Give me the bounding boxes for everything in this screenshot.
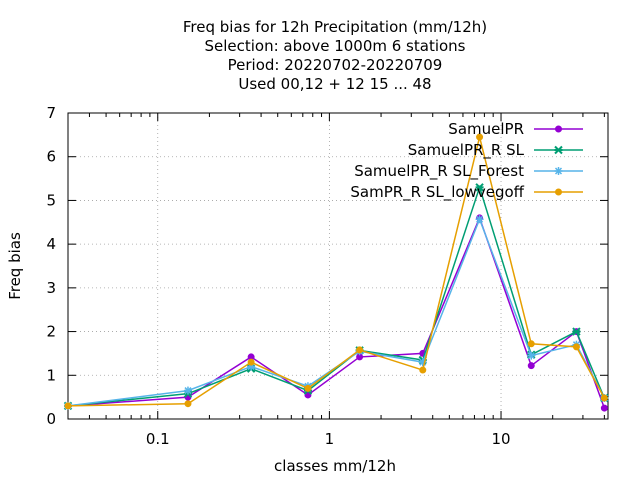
plot-frame — [67, 112, 609, 420]
chart-title: Freq bias for 12h Precipitation (mm/12h)… — [183, 18, 487, 93]
legend-label: SamuelPR_R SL_Forest — [354, 162, 524, 181]
data-point — [527, 362, 535, 370]
legend-label: SamuelPR_R SL — [408, 141, 525, 160]
data-point — [247, 358, 255, 366]
series-lines — [63, 133, 609, 412]
data-point — [304, 384, 312, 392]
x-axis-label: classes mm/12h — [274, 457, 396, 475]
series-line — [67, 184, 606, 407]
y-tick-label: 6 — [46, 148, 56, 166]
y-tick-label: 5 — [46, 191, 56, 209]
data-point — [527, 340, 535, 348]
legend-entry: SamuelPR — [448, 120, 583, 138]
x-tick-label: 1 — [325, 430, 335, 448]
y-axis-label: Freq bias — [6, 232, 24, 300]
data-point — [555, 188, 562, 196]
data-point — [572, 343, 580, 351]
title-line: Used 00,12 + 12 15 ... 48 — [238, 75, 431, 93]
y-tick-label: 4 — [46, 235, 56, 253]
data-point — [475, 183, 484, 192]
data-point — [476, 133, 484, 141]
legend-label: SamuelPR — [448, 120, 524, 138]
series-4 — [64, 133, 608, 410]
data-point — [419, 366, 427, 374]
grid-lines — [68, 113, 608, 419]
data-point — [554, 145, 563, 155]
title-line: Selection: above 1000m 6 stations — [204, 37, 465, 55]
series-line — [67, 217, 606, 407]
data-point — [184, 400, 192, 408]
title-line: Freq bias for 12h Precipitation (mm/12h) — [183, 18, 487, 36]
x-tick-label: 0.1 — [146, 430, 170, 448]
legend-entry: SamuelPR_R SL_Forest — [354, 162, 583, 181]
y-tick-label: 2 — [46, 323, 56, 341]
data-point — [555, 125, 562, 133]
data-point — [600, 404, 608, 412]
x-tick-label: 10 — [491, 430, 510, 448]
data-point — [527, 351, 536, 360]
data-point — [475, 215, 484, 224]
series-line — [67, 136, 606, 407]
data-point — [183, 386, 192, 395]
y-tick-label: 0 — [46, 410, 56, 428]
data-point — [600, 394, 608, 402]
y-tick-label: 1 — [46, 366, 56, 384]
y-tick-label: 7 — [46, 104, 56, 122]
data-point — [356, 346, 364, 354]
data-point — [554, 167, 563, 175]
y-tick-label: 3 — [46, 279, 56, 297]
data-point — [572, 327, 581, 336]
legend-label: SamPR_R SL_lowvegoff — [350, 183, 524, 202]
legend-entry: SamPR_R SL_lowvegoff — [350, 183, 583, 202]
title-line: Period: 20220702-20220709 — [228, 56, 443, 74]
axis-ticks: 0 1 2 3 4 5 6 7 0.1 1 10 — [46, 104, 608, 448]
legend: SamuelPR SamuelPR_R SL SamuelPR_R SL_Fores… — [350, 120, 583, 202]
legend-entry: SamuelPR_R SL — [408, 141, 583, 160]
data-point — [64, 402, 72, 410]
